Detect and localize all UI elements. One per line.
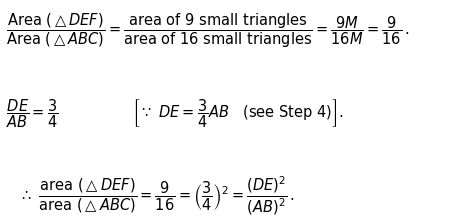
Text: $\left[\because\ DE = \dfrac{3}{4}AB\quad \mathrm{(see\ Step\ 4)}\right].$: $\left[\because\ DE = \dfrac{3}{4}AB\qua… xyxy=(132,97,343,130)
Text: $\therefore\ \dfrac{\mathrm{area}\ (\triangle DEF)}{\mathrm{area}\ (\triangle AB: $\therefore\ \dfrac{\mathrm{area}\ (\tri… xyxy=(19,174,294,216)
Text: $\dfrac{\mathrm{Area}\ (\triangle DEF)}{\mathrm{Area}\ (\triangle ABC)} = \dfrac: $\dfrac{\mathrm{Area}\ (\triangle DEF)}{… xyxy=(6,11,408,50)
Text: $\dfrac{DE}{AB} = \dfrac{3}{4}$: $\dfrac{DE}{AB} = \dfrac{3}{4}$ xyxy=(6,97,58,130)
